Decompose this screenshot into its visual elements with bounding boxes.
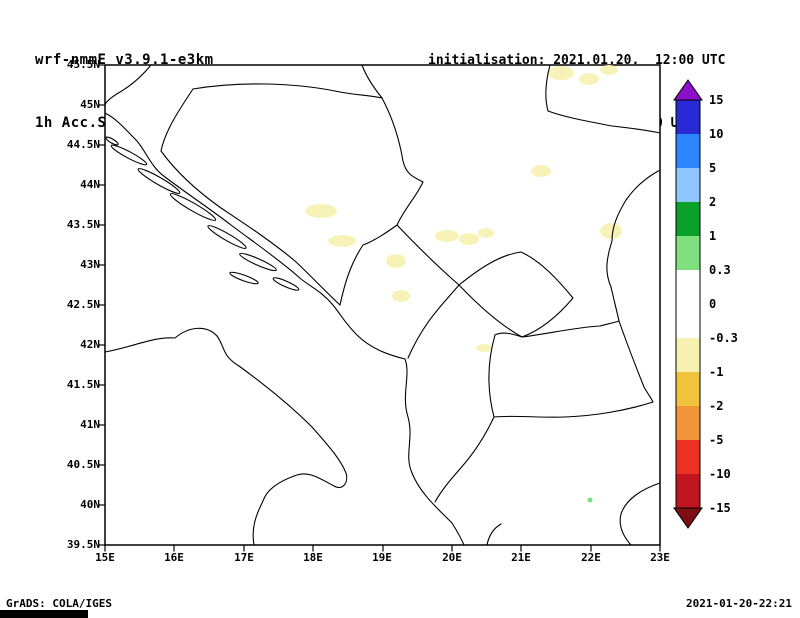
border-slovenia-croatia <box>104 64 152 105</box>
colorbar-segment <box>676 168 700 202</box>
lat-tick-label: 39.5N <box>66 538 100 551</box>
lat-tick-label: 45.5N <box>66 58 100 71</box>
lon-tick-label: 20E <box>442 551 462 564</box>
country-borders <box>104 64 661 503</box>
lat-tick-label: 41N <box>80 418 100 431</box>
colorbar-segment <box>676 304 700 338</box>
axis-ticks <box>98 64 661 552</box>
map-frame <box>104 64 661 546</box>
colorbar-tick-label: 0 <box>709 297 717 311</box>
lon-tick-label: 17E <box>234 551 254 564</box>
map-plot <box>98 64 661 552</box>
colorbar-segment <box>676 372 700 406</box>
lat-tick-label: 43.5N <box>66 218 100 231</box>
lat-tick-label: 41.5N <box>66 378 100 391</box>
border-bosnia-east <box>339 97 424 306</box>
lat-tick-label: 42.5N <box>66 298 100 311</box>
colorbar-tick-label: -10 <box>709 467 731 481</box>
border-montenegro-albania <box>407 284 460 359</box>
colorbar-segment <box>676 270 700 304</box>
coastline-italy <box>104 327 348 546</box>
lat-tick-label: 43N <box>80 258 100 271</box>
coastline-greece <box>619 482 661 546</box>
trace-snow-dot <box>587 497 593 503</box>
lat-tick-label: 44N <box>80 178 100 191</box>
colorbar-tick-label: 0.3 <box>709 263 731 277</box>
render-timestamp: 2021-01-20-22:21 <box>686 597 792 610</box>
model-title: wrf-nmmE_v3.9.1-e3km <box>35 52 214 68</box>
colorbar-tick-label: 1 <box>709 229 717 243</box>
border-bosnia-west <box>160 88 341 306</box>
colorbar-segment <box>676 406 700 440</box>
border-montenegro-serbia <box>396 224 460 286</box>
adriatic-islands <box>105 136 300 291</box>
grads-credit: GrADS: COLA/IGES <box>6 597 112 610</box>
border-kosovo <box>458 251 574 338</box>
colorbar-tick-label: -5 <box>709 433 724 447</box>
colorbar-tick-label: -0.3 <box>709 331 738 345</box>
snow-shading <box>305 65 622 352</box>
border-albania-greece <box>434 416 495 503</box>
colorbar-segment <box>676 134 700 168</box>
border-croatia-serbia <box>361 64 383 99</box>
colorbar-arrow-bottom <box>673 507 703 529</box>
colorbar-segment <box>676 338 700 372</box>
border-serbia-romania <box>545 64 661 134</box>
colorbar-tick-label: 10 <box>709 127 724 141</box>
lat-tick-label: 45N <box>80 98 100 111</box>
lon-tick-label: 23E <box>650 551 670 564</box>
colorbar-segment <box>676 202 700 236</box>
coastlines <box>104 112 661 546</box>
coastline-east-adriatic <box>104 112 465 546</box>
colorbar-segment <box>676 440 700 474</box>
lat-tick-label: 40.5N <box>66 458 100 471</box>
coastline-greece-west <box>486 523 502 546</box>
lon-tick-label: 19E <box>372 551 392 564</box>
border-serbia-bulgaria <box>606 169 661 322</box>
colorbar <box>673 79 703 529</box>
border-albania-macedonia <box>488 332 523 418</box>
colorbar-tick-label: -1 <box>709 365 724 379</box>
lon-tick-label: 15E <box>95 551 115 564</box>
lon-tick-label: 21E <box>511 551 531 564</box>
bottom-left-black-bar <box>0 610 88 618</box>
colorbar-segment <box>676 474 700 508</box>
border-macedonia-greece <box>493 401 654 418</box>
colorbar-tick-label: -15 <box>709 501 731 515</box>
colorbar-tick-label: 5 <box>709 161 717 175</box>
lat-tick-label: 44.5N <box>66 138 100 151</box>
lon-tick-label: 18E <box>303 551 323 564</box>
colorbar-tick-label: 15 <box>709 93 724 107</box>
colorbar-segment <box>676 236 700 270</box>
border-serbia-macedonia <box>521 320 620 338</box>
colorbar-segment <box>676 100 700 134</box>
lon-tick-label: 22E <box>581 551 601 564</box>
border-macedonia-east <box>618 320 654 403</box>
lat-tick-label: 42N <box>80 338 100 351</box>
border-bosnia-north <box>192 83 383 99</box>
colorbar-arrow-top <box>673 79 703 101</box>
colorbar-tick-label: 2 <box>709 195 717 209</box>
lat-tick-label: 40N <box>80 498 100 511</box>
lon-tick-label: 16E <box>164 551 184 564</box>
colorbar-tick-label: -2 <box>709 399 724 413</box>
